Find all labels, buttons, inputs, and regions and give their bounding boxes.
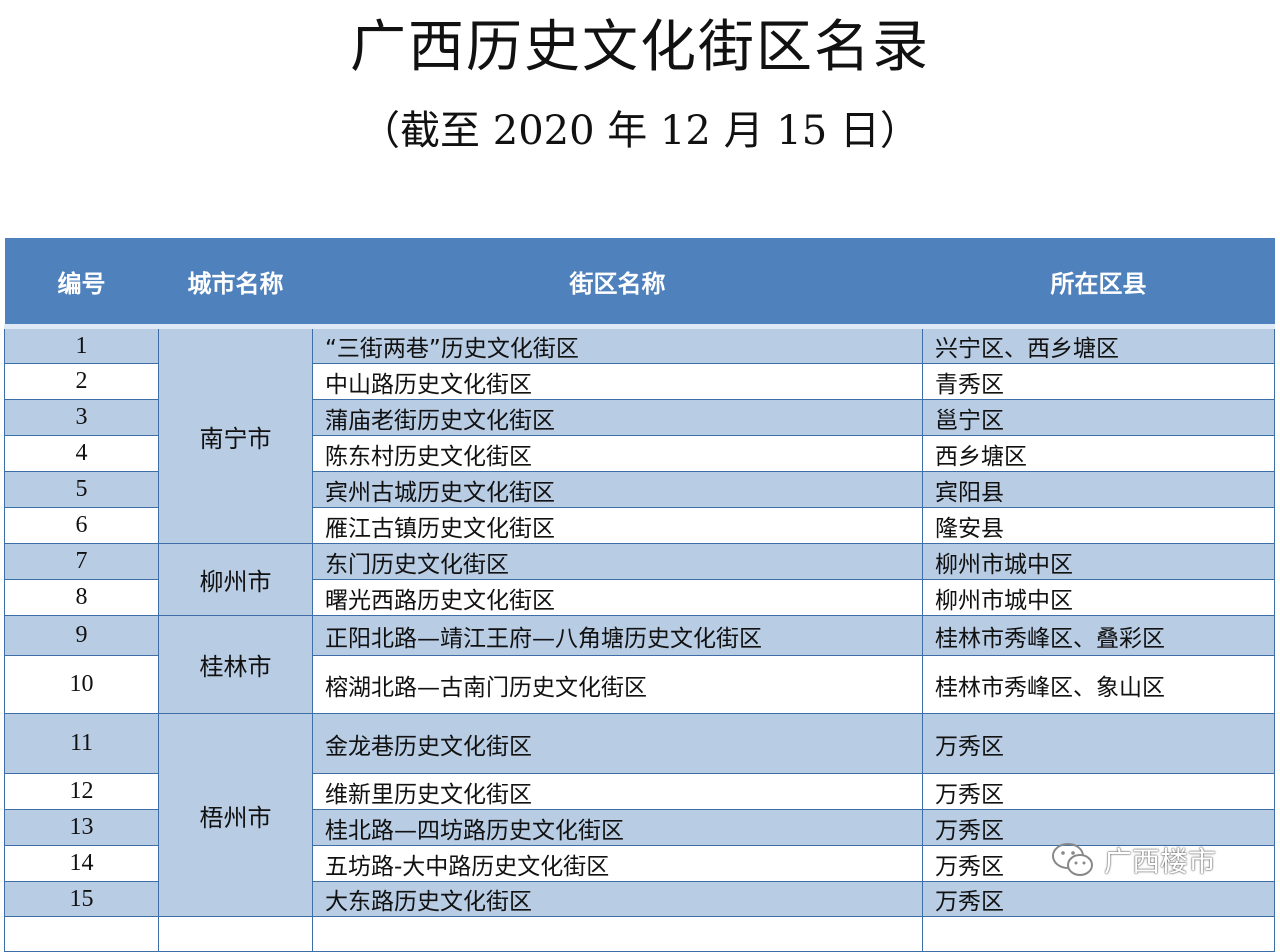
cell-name: 榕湖北路—古南门历史文化街区 (312, 655, 923, 714)
cell-district: 万秀区 (922, 809, 1275, 846)
cell-name: 维新里历史文化街区 (312, 773, 923, 810)
cell-district: 桂林市秀峰区、叠彩区 (922, 615, 1275, 656)
cell-district: 西乡塘区 (922, 435, 1275, 472)
document-title: 广西历史文化街区名录 (350, 15, 930, 80)
table-row: 9 桂林市 正阳北路—靖江王府—八角塘历史文化街区 桂林市秀峰区、叠彩区 (4, 615, 1275, 714)
table-row: 15 大东路历史文化街区 万秀区 (4, 881, 1275, 917)
cell-no: 13 (4, 809, 159, 846)
cell-name: 陈东村历史文化街区 (312, 435, 923, 472)
cell-no: 9 (4, 615, 159, 656)
cell-name: 正阳北路—靖江王府—八角塘历史文化街区 (312, 615, 923, 656)
cell-no: 7 (4, 543, 159, 580)
cell-no: 15 (4, 881, 159, 917)
cell-no: 8 (4, 579, 159, 616)
cell-name: 五坊路-大中路历史文化街区 (312, 845, 923, 882)
cell-no: 1 (4, 326, 159, 364)
cell-district: 万秀区 (922, 845, 1275, 882)
cell-no: 14 (4, 845, 159, 882)
table-row: 11 梧州市 金龙巷历史文化街区 万秀区 (4, 713, 1275, 917)
cell-city: 南宁市 (158, 326, 313, 544)
cell-city: 梧州市 (158, 713, 313, 917)
cell-district: 青秀区 (922, 363, 1275, 400)
cell-name: 蒲庙老街历史文化街区 (312, 399, 923, 436)
cell-no: 3 (4, 399, 159, 436)
watermark-text: 广西楼市 (1104, 845, 1217, 878)
cell-name: 东门历史文化街区 (312, 543, 923, 580)
header-name: 街区名称 (312, 238, 923, 329)
table-header-row: 编号 城市名称 街区名称 所在区县 (4, 238, 1275, 329)
cell-no: 11 (4, 713, 159, 774)
cell-district: 桂林市秀峰区、象山区 (922, 655, 1275, 714)
districts-table: 编号 城市名称 街区名称 所在区县 1 南宁市 “三街两巷”历史文化街区 兴宁区、西乡… (4, 238, 1275, 952)
table-row: 6 雁江古镇历史文化街区 隆安县 (4, 507, 1275, 544)
cell-district: 万秀区 (922, 773, 1275, 810)
cell-district: 万秀区 (922, 713, 1275, 774)
cell-no: 6 (4, 507, 159, 544)
cell-name: “三街两巷”历史文化街区 (312, 326, 923, 364)
table-row: 13 桂北路—四坊路历史文化街区 万秀区 (4, 809, 1275, 846)
wechat-icon (1052, 843, 1093, 876)
table-row: 4 陈东村历史文化街区 西乡塘区 (4, 435, 1275, 472)
cell-name: 宾州古城历史文化街区 (312, 471, 923, 508)
table-row: 14 五坊路-大中路历史文化街区 万秀区 (4, 845, 1275, 882)
table-row: 8 曙光西路历史文化街区 柳州市城中区 (4, 579, 1275, 616)
cell-district: 柳州市城中区 (922, 543, 1275, 580)
cell-district: 兴宁区、西乡塘区 (922, 326, 1275, 364)
cell-district: 邕宁区 (922, 399, 1275, 436)
cell-name: 雁江古镇历史文化街区 (312, 507, 923, 544)
cell-city: 桂林市 (158, 615, 313, 714)
cell-name: 桂北路—四坊路历史文化街区 (312, 809, 923, 846)
table-row: 1 南宁市 “三街两巷”历史文化街区 兴宁区、西乡塘区 (4, 326, 1275, 544)
cell-no: 4 (4, 435, 159, 472)
table-row: 3 蒲庙老街历史文化街区 邕宁区 (4, 399, 1275, 436)
cell-no: 10 (4, 655, 159, 714)
table-row: 7 柳州市 东门历史文化街区 柳州市城中区 (4, 543, 1275, 616)
header-city: 城市名称 (158, 238, 313, 329)
table-row: 10 榕湖北路—古南门历史文化街区 桂林市秀峰区、象山区 (4, 655, 1275, 714)
watermark: 广西楼市 (1050, 840, 1216, 880)
cell-district: 宾阳县 (922, 471, 1275, 508)
cell-name: 大东路历史文化街区 (312, 881, 923, 917)
cell-district: 万秀区 (922, 881, 1275, 917)
cell-name: 曙光西路历史文化街区 (312, 579, 923, 616)
cell-no: 2 (4, 363, 159, 400)
document-subtitle: （截至 2020 年 12 月 15 日） (360, 108, 920, 154)
header-no: 编号 (4, 238, 159, 329)
cell-no: 5 (4, 471, 159, 508)
cell-city: 柳州市 (158, 543, 313, 616)
cell-district: 柳州市城中区 (922, 579, 1275, 616)
cell-district: 隆安县 (922, 507, 1275, 544)
table-row: 2 中山路历史文化街区 青秀区 (4, 363, 1275, 400)
cell-no: 12 (4, 773, 159, 810)
table-row: 5 宾州古城历史文化街区 宾阳县 (4, 471, 1275, 508)
cell-name: 金龙巷历史文化街区 (312, 713, 923, 774)
cell-name: 中山路历史文化街区 (312, 363, 923, 400)
header-district: 所在区县 (922, 238, 1275, 329)
